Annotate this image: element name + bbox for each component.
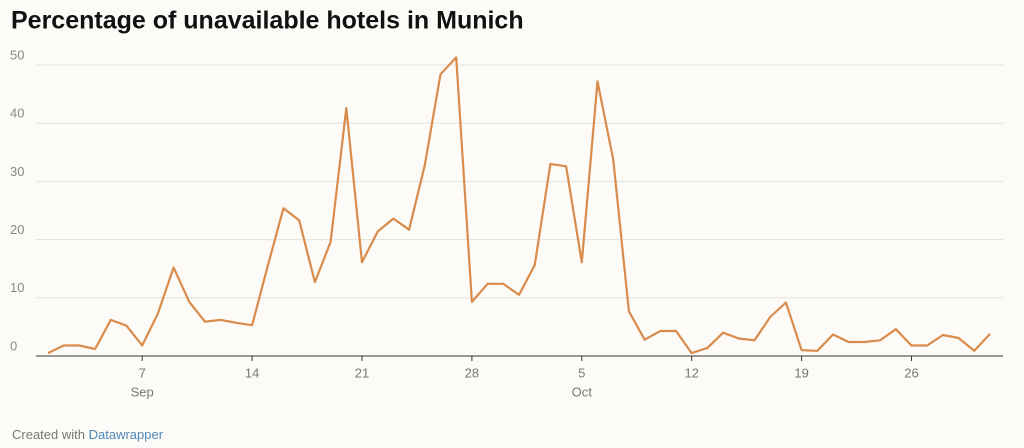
footer-link[interactable]: Datawrapper [88,427,164,442]
x-tick-label: 26 [904,365,918,380]
chart: Percentage of unavailable hotels in Muni… [10,7,1003,399]
x-tick-label: 14 [245,365,259,380]
y-tick-label: 0 [10,338,17,353]
chart-title: Percentage of unavailable hotels in Muni… [11,7,524,35]
y-tick-label: 30 [10,164,24,179]
footer-prefix: Created with [12,427,85,442]
month-label: Oct [572,384,593,399]
month-label: Sep [131,384,154,399]
x-tick-label: 28 [465,365,479,380]
x-tick-label: 12 [684,365,698,380]
x-tick-label: 21 [355,365,369,380]
x-tick-label: 19 [794,365,808,380]
y-tick-label: 40 [10,106,24,121]
y-tick-label: 50 [10,47,24,62]
footer: Created with Datawrapper [12,427,163,442]
x-tick-label: 7 [139,365,146,380]
line [47,56,991,355]
x-tick-label: 5 [578,365,585,380]
y-tick-label: 10 [10,280,24,295]
y-tick-label: 20 [10,222,24,237]
